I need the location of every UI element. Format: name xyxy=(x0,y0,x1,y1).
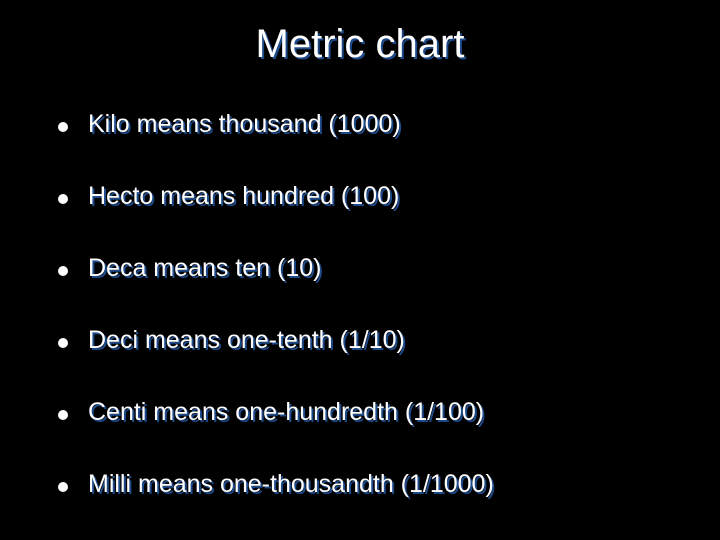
list-item-text: Milli means one-thousandth (1/1000)Milli… xyxy=(88,470,658,499)
bullet-icon xyxy=(58,266,68,276)
bullet-icon xyxy=(58,194,68,204)
bullet-icon xyxy=(58,338,68,348)
bullet-list: Kilo means thousand (1000)Kilo means tho… xyxy=(58,110,658,540)
list-item-text-front: Deca means ten (10) xyxy=(88,254,321,282)
list-item-text: Hecto means hundred (100)Hecto means hun… xyxy=(88,182,658,211)
list-item: Milli means one-thousandth (1/1000)Milli… xyxy=(58,470,658,499)
list-item-text: Kilo means thousand (1000)Kilo means tho… xyxy=(88,110,658,139)
list-item-text-front: Deci means one-tenth (1/10) xyxy=(88,326,405,354)
list-item: Centi means one-hundredth (1/100)Centi m… xyxy=(58,398,658,427)
slide-title: Metric chart Metric chart xyxy=(0,22,720,67)
bullet-icon xyxy=(58,410,68,420)
list-item: Deca means ten (10)Deca means ten (10) xyxy=(58,254,658,283)
list-item-text: Centi means one-hundredth (1/100)Centi m… xyxy=(88,398,658,427)
bullet-icon xyxy=(58,482,68,492)
slide-title-text: Metric chart xyxy=(256,22,465,66)
list-item: Hecto means hundred (100)Hecto means hun… xyxy=(58,182,658,211)
slide: Metric chart Metric chart Kilo means tho… xyxy=(0,0,720,540)
list-item-text-front: Milli means one-thousandth (1/1000) xyxy=(88,470,494,498)
bullet-icon xyxy=(58,122,68,132)
list-item-text: Deca means ten (10)Deca means ten (10) xyxy=(88,254,658,283)
list-item: Deci means one-tenth (1/10)Deci means on… xyxy=(58,326,658,355)
list-item-text: Deci means one-tenth (1/10)Deci means on… xyxy=(88,326,658,355)
list-item-text-front: Kilo means thousand (1000) xyxy=(88,110,401,138)
list-item: Kilo means thousand (1000)Kilo means tho… xyxy=(58,110,658,139)
list-item-text-front: Hecto means hundred (100) xyxy=(88,182,399,210)
list-item-text-front: Centi means one-hundredth (1/100) xyxy=(88,398,484,426)
